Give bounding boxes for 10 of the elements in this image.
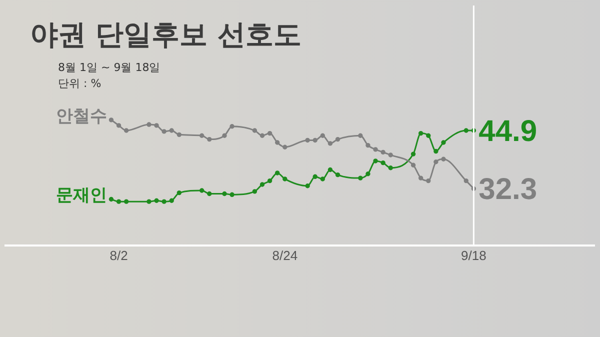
text: 8월 1일 ~ 9월 18일 [58, 60, 160, 75]
series-label: 안철수 [56, 106, 108, 126]
text: 야권 단일후보 선호도 [30, 17, 302, 53]
annotation: 단위 : % [58, 76, 102, 91]
series-label: 문재인 [56, 186, 108, 206]
x-tick-label: 8/2 [110, 248, 128, 263]
data-label: 32.3 [478, 172, 538, 206]
x-tick-label: 9/18 [461, 248, 486, 263]
x-tick-label: 8/24 [272, 248, 298, 263]
data-label: 44.9 [478, 114, 538, 148]
